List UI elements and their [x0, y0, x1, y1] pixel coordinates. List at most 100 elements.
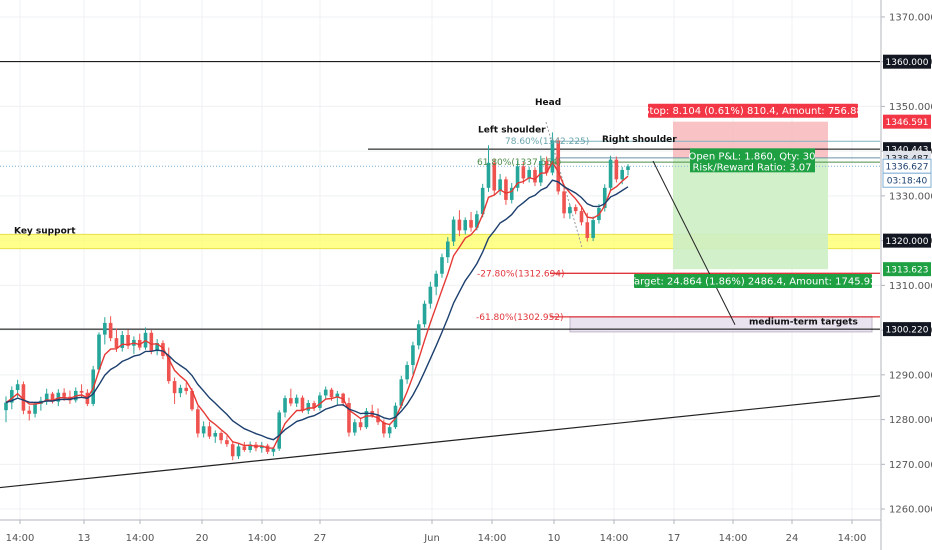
candle-body [120, 335, 125, 348]
candle-body [166, 356, 171, 382]
candle-body [620, 169, 624, 180]
price-label: 1360.000 [883, 54, 931, 69]
candle-body [323, 389, 328, 396]
target-zone [673, 157, 828, 270]
candle-body [434, 273, 438, 287]
price-tick-label: 1260.000 [889, 505, 932, 516]
price-label: 1320.000 [883, 233, 931, 248]
candle-body [178, 387, 183, 394]
candle-body [44, 393, 49, 401]
candle-body [62, 392, 66, 397]
candle-body [248, 444, 252, 450]
candle-body [387, 427, 392, 434]
candlesticks [4, 132, 630, 461]
candle-body [364, 411, 369, 428]
candle-body [79, 390, 84, 393]
time-axis[interactable]: 14:00 13 14:00 20 14:00 27 Jun 14:00 10 14:00 17 14… [0, 519, 881, 544]
price-label-text: 1300.220 [886, 326, 929, 336]
candle-body [114, 338, 119, 348]
candle-body [352, 422, 357, 433]
fib-label: 61.80%(1337.554) [477, 158, 561, 168]
candle-body [608, 159, 613, 188]
price-tick-label: 1280.000 [889, 415, 932, 426]
price-label: 1313.623 [883, 262, 931, 277]
candle-body [399, 379, 404, 406]
candle-body [97, 334, 101, 370]
candle-body [207, 426, 212, 437]
target-box-bg [634, 274, 872, 289]
candle-body [428, 286, 433, 304]
candle-body [440, 257, 444, 274]
price-label-text: 1346.591 [886, 118, 929, 128]
time-tick-label: 14:00 [478, 533, 507, 544]
time-tick-label: 20 [196, 533, 209, 544]
price-tick-label: 1330.000 [889, 191, 932, 202]
candle-body [492, 162, 497, 191]
time-tick-label: 14:00 [248, 533, 277, 544]
candle-body [591, 220, 595, 238]
price-label: 1346.591 [883, 114, 931, 129]
candle-body [33, 403, 37, 414]
fib-label: -61.80%(1302.952) [476, 313, 564, 323]
candle-body [213, 433, 218, 437]
price-label-bg [883, 322, 931, 337]
candle-body [259, 445, 264, 449]
pattern-label: Head [535, 98, 561, 108]
time-tick-label: Jun [423, 533, 440, 544]
candle-body [219, 433, 223, 441]
candle-body [27, 410, 32, 414]
time-tick-label: 14:00 [6, 533, 35, 544]
candle-body [463, 220, 468, 231]
slow-moving-average [5, 179, 629, 441]
candle-body [172, 381, 177, 394]
price-label-bg [882, 172, 932, 188]
price-tick-label: 1310.000 [889, 281, 932, 292]
candle-body [230, 444, 235, 457]
candle-body [289, 398, 293, 404]
candle-body [265, 445, 270, 452]
price-tick-label: 1350.000 [889, 102, 932, 113]
candle-body [347, 403, 351, 433]
candle-body [562, 191, 566, 214]
candle-body [411, 345, 415, 365]
candle-body [4, 402, 8, 411]
price-label-text: 1320.000 [886, 237, 929, 247]
target-box: Target: 24.864 (1.86%) 2486.4, Amount: 1… [629, 274, 876, 289]
candle-body [521, 166, 526, 179]
fib-label: 78.60%(1342.225) [505, 137, 589, 147]
time-tick-label: 13 [78, 533, 91, 544]
fib-label: -27.80%(1312.694) [477, 269, 565, 279]
stop-box-bg [648, 103, 858, 118]
candle-body [294, 397, 299, 404]
price-label-text: 1313.623 [886, 266, 929, 276]
price-label-bg [883, 233, 931, 248]
candle-body [190, 390, 194, 410]
candle-body [602, 187, 607, 208]
time-tick-label: 17 [668, 533, 681, 544]
fast-moving-average [5, 160, 629, 449]
time-tick-label: 14:00 [838, 533, 867, 544]
candle-body [126, 335, 130, 346]
candle-body [10, 390, 14, 403]
price-axis[interactable]: 1260.0001270.0001280.0001290.0001300.000… [880, 0, 932, 550]
time-tick-label: 10 [548, 533, 561, 544]
candle-body [416, 324, 421, 346]
candle-body [306, 403, 311, 411]
time-tick-label: 14:00 [719, 533, 748, 544]
pnl-text: Open P&L: 1.860, Qty: 30 [688, 151, 815, 162]
candle-body [196, 409, 200, 434]
stop-box: Stop: 8.104 (0.61%) 810.4, Amount: 756.8… [643, 103, 863, 118]
candle-body [469, 220, 473, 228]
candle-body [149, 332, 154, 352]
candle-body [236, 446, 241, 457]
candle-body [300, 397, 305, 411]
candle-body [312, 403, 316, 408]
candle-body [137, 339, 142, 348]
price-label: 1336.627 [882, 158, 932, 174]
price-label-text: 03:18:40 [887, 177, 928, 187]
candle-body [573, 207, 578, 212]
moving-averages [5, 160, 629, 449]
candle-body [335, 393, 340, 398]
time-tick-label: 14:00 [126, 533, 155, 544]
